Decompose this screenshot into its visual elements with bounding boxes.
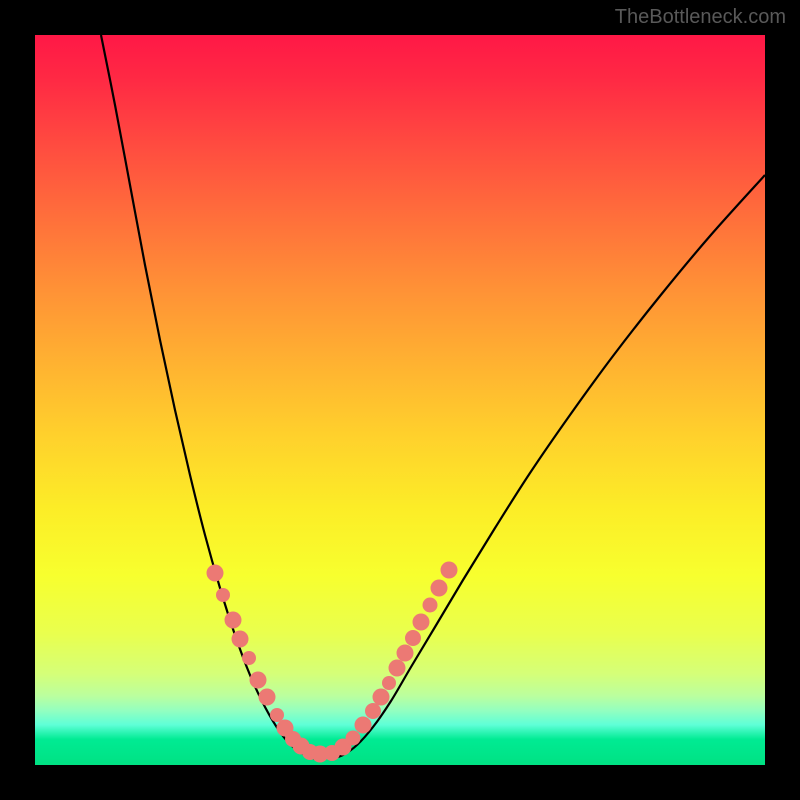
data-marker bbox=[259, 689, 276, 706]
data-markers bbox=[207, 562, 458, 763]
data-marker bbox=[405, 630, 421, 646]
data-marker bbox=[397, 645, 414, 662]
data-marker bbox=[225, 612, 242, 629]
data-marker bbox=[441, 562, 458, 579]
data-marker bbox=[423, 598, 438, 613]
data-marker bbox=[216, 588, 230, 602]
data-marker bbox=[355, 717, 372, 734]
data-marker bbox=[232, 631, 249, 648]
data-marker bbox=[431, 580, 448, 597]
data-marker bbox=[242, 651, 256, 665]
data-marker bbox=[207, 565, 224, 582]
data-marker bbox=[270, 708, 284, 722]
chart-curve-layer bbox=[35, 35, 765, 765]
data-marker bbox=[346, 731, 361, 746]
data-marker bbox=[373, 689, 390, 706]
watermark-text: TheBottleneck.com bbox=[615, 6, 786, 29]
curve-left-branch bbox=[101, 35, 315, 759]
data-marker bbox=[365, 703, 381, 719]
data-marker bbox=[382, 676, 396, 690]
chart-plot-area bbox=[35, 35, 765, 765]
data-marker bbox=[413, 614, 430, 631]
data-marker bbox=[389, 660, 406, 677]
data-marker bbox=[250, 672, 267, 689]
